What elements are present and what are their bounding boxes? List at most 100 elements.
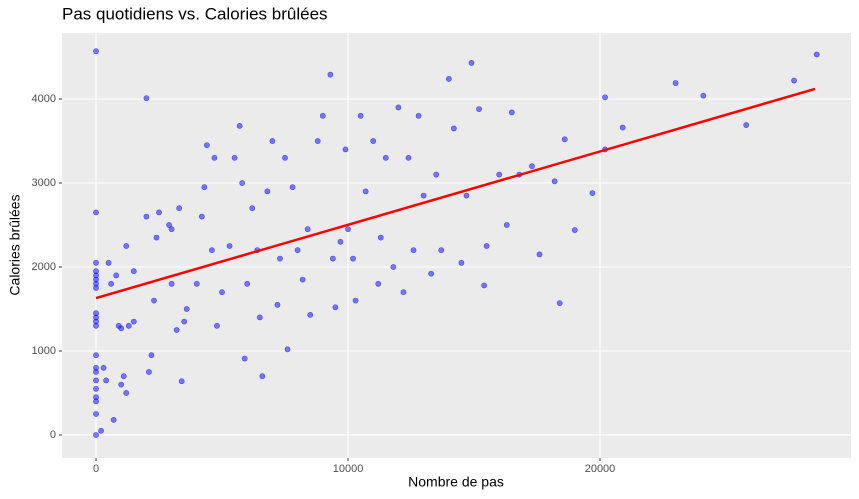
point [108, 280, 115, 287]
y-tick-label: 1000 [32, 345, 56, 357]
point [352, 297, 359, 304]
x-tick-label: 0 [93, 463, 99, 475]
point [496, 171, 503, 178]
point [143, 95, 150, 102]
point [93, 310, 99, 317]
point [274, 301, 281, 308]
point [130, 268, 137, 275]
point [269, 138, 276, 144]
point [93, 259, 99, 266]
point [166, 222, 172, 228]
point [103, 377, 109, 384]
point [400, 289, 407, 296]
point [113, 272, 120, 279]
point [183, 306, 190, 312]
point [100, 364, 107, 371]
point [249, 205, 256, 212]
point [327, 71, 334, 78]
point [168, 280, 175, 287]
point [203, 142, 210, 149]
point [377, 234, 384, 241]
x-axis-title: Nombre de pas [408, 474, 504, 490]
point [93, 432, 99, 438]
point [93, 209, 99, 216]
point [277, 255, 283, 262]
point [700, 92, 707, 99]
point [299, 276, 306, 283]
point [382, 154, 389, 161]
point [405, 154, 412, 161]
point [93, 268, 99, 275]
point [209, 247, 215, 254]
point [256, 314, 263, 321]
y-tick-label: 2000 [32, 261, 56, 273]
point [151, 297, 157, 304]
point [483, 243, 490, 249]
point [282, 154, 288, 161]
point [289, 184, 296, 191]
point [743, 122, 750, 128]
point [125, 322, 132, 329]
point [214, 322, 220, 329]
point [284, 346, 291, 353]
point [143, 213, 150, 220]
point [219, 289, 225, 296]
point [672, 80, 679, 86]
point [314, 138, 321, 144]
point [93, 385, 99, 392]
chart-title: Pas quotidiens vs. Calories brûlées [62, 4, 328, 23]
point [259, 373, 266, 380]
point [153, 234, 160, 241]
x-tick-label: 10000 [333, 463, 364, 475]
point [571, 227, 578, 233]
point [329, 255, 336, 262]
point [93, 352, 99, 359]
point [529, 163, 535, 170]
point [813, 51, 820, 58]
point [264, 188, 271, 195]
point [357, 112, 364, 119]
point [508, 109, 515, 116]
point [148, 352, 155, 359]
point [181, 318, 188, 325]
point [332, 304, 339, 311]
point [304, 226, 311, 233]
point [201, 184, 208, 191]
point [370, 138, 377, 144]
point [458, 259, 465, 266]
point [556, 300, 563, 307]
point [602, 94, 608, 101]
y-axis-title: Calories brûlées [7, 194, 23, 295]
trend-line [95, 87, 816, 300]
point [211, 154, 218, 161]
point [168, 226, 175, 233]
point [561, 136, 568, 143]
point [476, 106, 482, 112]
point [120, 373, 127, 380]
point [130, 318, 137, 325]
point [375, 280, 382, 287]
point [294, 247, 301, 254]
point [123, 243, 130, 249]
point [589, 190, 596, 196]
y-tick-label: 3000 [32, 177, 56, 189]
point [450, 125, 457, 132]
point [98, 427, 104, 434]
point [463, 192, 470, 199]
point [118, 381, 125, 388]
point [241, 355, 248, 362]
point [362, 188, 369, 195]
point [619, 124, 626, 131]
point [536, 251, 543, 258]
point [226, 243, 233, 249]
point [93, 411, 99, 417]
point [193, 280, 200, 287]
point [433, 171, 440, 178]
point [350, 255, 356, 262]
point [307, 311, 314, 318]
point [420, 192, 427, 199]
point [244, 280, 251, 287]
point [337, 238, 344, 245]
point [198, 213, 205, 220]
